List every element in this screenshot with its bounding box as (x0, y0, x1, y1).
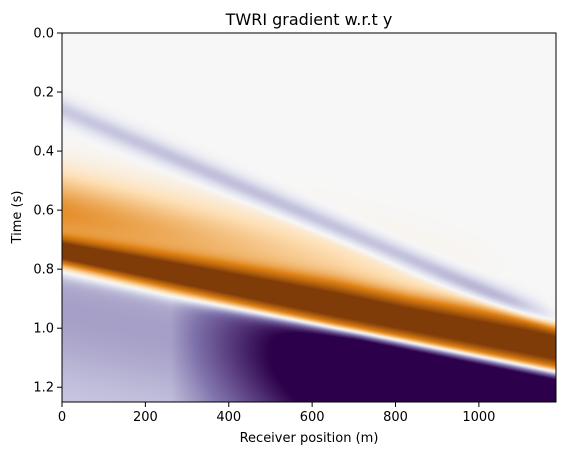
y-tick-label: 0.0 (33, 27, 54, 42)
y-tick-label: 0.8 (33, 263, 54, 278)
x-axis: 0 200 400 600 800 1000 (58, 402, 495, 425)
y-tick-label: 0.6 (33, 204, 54, 219)
heatmap-image-container (62, 33, 556, 402)
y-tick-label: 0.4 (33, 145, 54, 160)
plot-frame (61, 32, 557, 403)
y-axis-label: Time (s) (10, 191, 25, 245)
x-tick-label: 1000 (462, 410, 495, 425)
x-tick-label: 200 (133, 410, 158, 425)
y-axis: 0.0 0.2 0.4 0.6 0.8 1.0 1.2 (33, 27, 62, 396)
y-tick-label: 1.2 (33, 381, 54, 396)
x-tick-label: 800 (383, 410, 408, 425)
y-tick-label: 0.2 (33, 86, 54, 101)
plot-area (61, 32, 557, 403)
heatmap-image (62, 33, 556, 402)
y-tick-label: 1.0 (33, 322, 54, 337)
chart-title: TWRI gradient w.r.t y (225, 10, 393, 29)
x-tick-label: 600 (300, 410, 325, 425)
x-axis-label: Receiver position (m) (240, 431, 379, 446)
x-tick-label: 0 (58, 410, 66, 425)
x-tick-label: 400 (216, 410, 241, 425)
